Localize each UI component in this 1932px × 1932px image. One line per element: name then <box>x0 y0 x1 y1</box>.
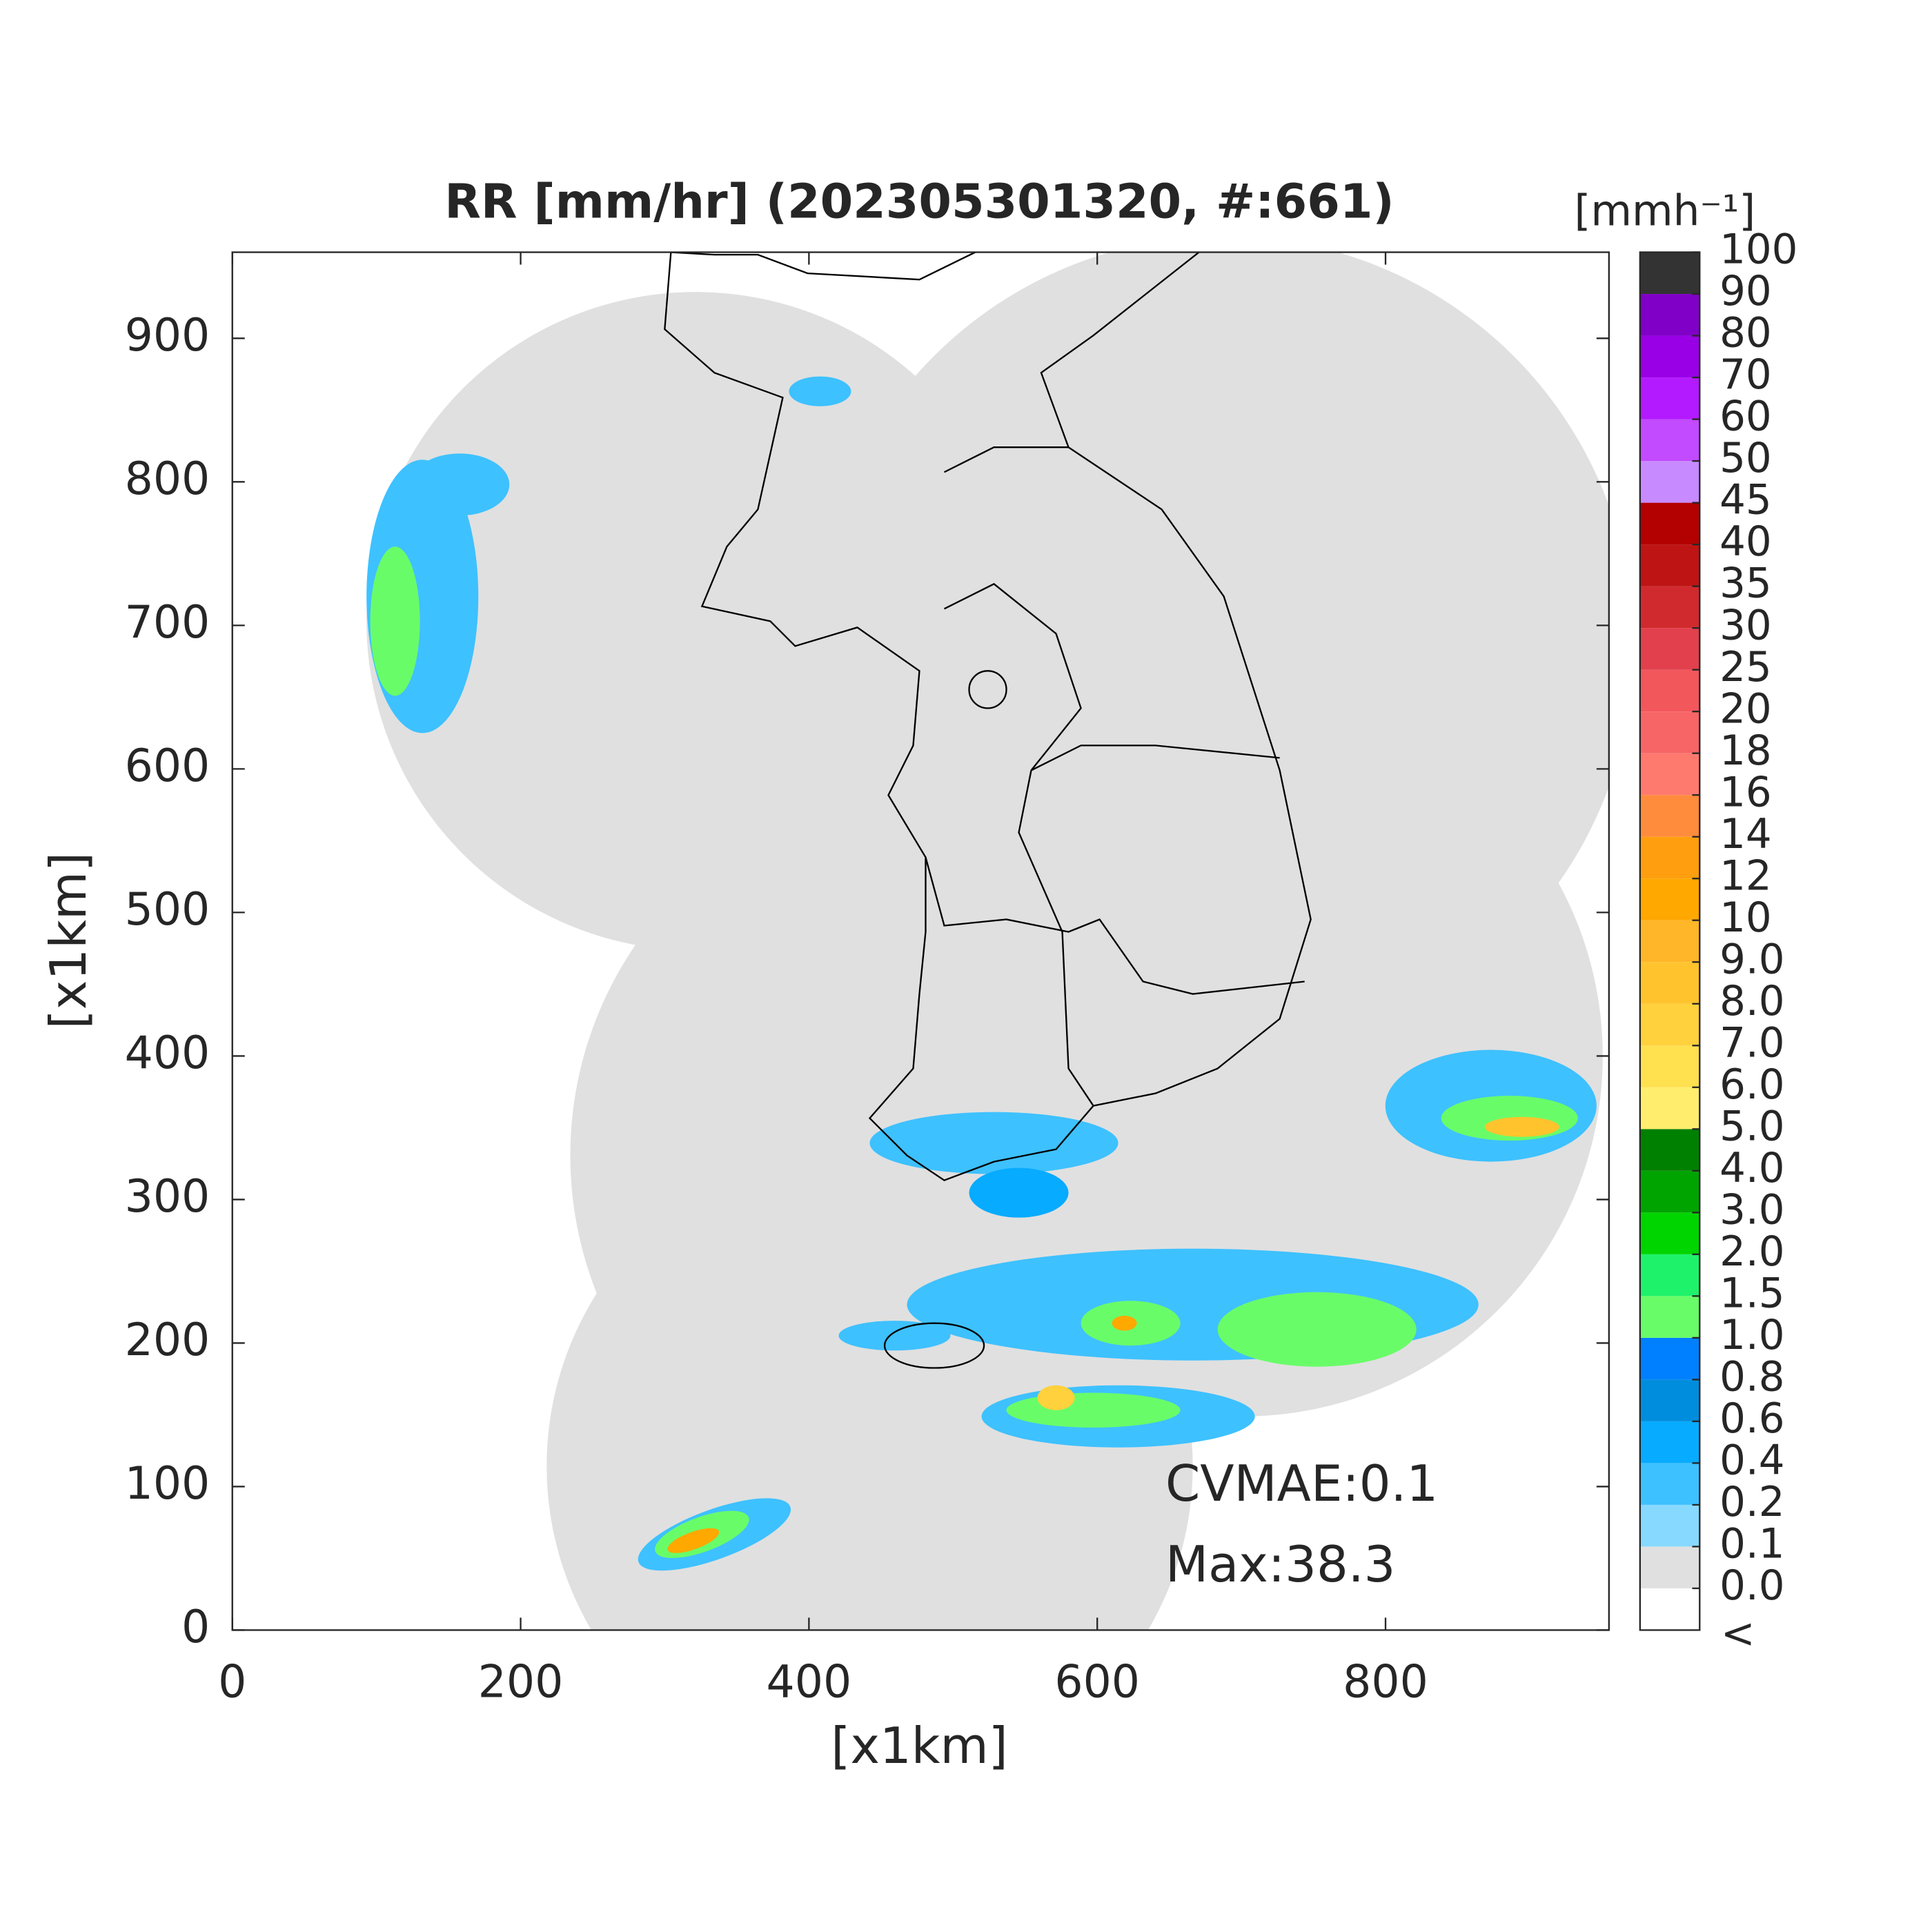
annotation: Max:38.3 <box>1165 1535 1396 1593</box>
colorbar-box <box>1639 920 1700 963</box>
colorbar-label: 6.0 <box>1719 1061 1784 1109</box>
colorbar-box <box>1639 252 1700 295</box>
colorbar-label: 30 <box>1719 602 1772 649</box>
colorbar-box <box>1639 335 1700 378</box>
x-tick-label: 800 <box>1343 1656 1428 1708</box>
colorbar-box <box>1639 1170 1700 1213</box>
colorbar-label: 0.0 <box>1719 1562 1784 1610</box>
colorbar-title: [mmh⁻¹] <box>1575 186 1756 235</box>
colorbar-label: 0.2 <box>1719 1479 1784 1526</box>
x-tick-label: 400 <box>767 1656 852 1708</box>
colorbar-label: 12 <box>1719 852 1772 900</box>
colorbar-label: 14 <box>1719 811 1772 858</box>
plot-frame <box>231 251 1610 1631</box>
colorbar-label: 1.5 <box>1719 1270 1784 1317</box>
colorbar-box <box>1639 1546 1700 1588</box>
colorbar-label: 25 <box>1719 644 1772 691</box>
y-tick-label: 900 <box>125 310 210 362</box>
x-tick-label: 600 <box>1054 1656 1140 1708</box>
colorbar-box <box>1639 1463 1700 1505</box>
colorbar-box <box>1639 294 1700 336</box>
colorbar-label: 18 <box>1719 727 1772 775</box>
y-tick-label: 600 <box>125 740 210 792</box>
radar-coverage <box>366 252 1609 1630</box>
colorbar-label: 9.0 <box>1719 936 1784 983</box>
colorbar-label: 20 <box>1719 685 1772 733</box>
colorbar-label: 16 <box>1719 769 1772 816</box>
colorbar-box <box>1639 419 1700 462</box>
colorbar-label: 2.0 <box>1719 1228 1784 1276</box>
colorbar-label: 80 <box>1719 310 1772 357</box>
colorbar-box <box>1639 795 1700 837</box>
y-axis-label: [x1km] <box>39 852 97 1029</box>
colorbar-box <box>1639 669 1700 712</box>
colorbar-box <box>1639 1504 1700 1547</box>
colorbar-label: 70 <box>1719 351 1772 399</box>
colorbar-box <box>1639 1212 1700 1254</box>
colorbar-label: 10 <box>1719 894 1772 942</box>
y-tick-label: 200 <box>125 1314 210 1366</box>
colorbar-box <box>1639 1421 1700 1463</box>
colorbar-box <box>1639 1087 1700 1130</box>
colorbar-label: 7.0 <box>1719 1019 1784 1067</box>
colorbar-box <box>1639 962 1700 1004</box>
colorbar-box <box>1639 1588 1700 1630</box>
colorbar-label: 90 <box>1719 268 1772 315</box>
y-tick-label: 300 <box>125 1171 210 1223</box>
colorbar-label: 0.4 <box>1719 1437 1784 1485</box>
x-axis-label: [x1km] <box>831 1717 1007 1775</box>
colorbar-label: 0.6 <box>1719 1395 1784 1443</box>
colorbar-label: 8.0 <box>1719 978 1784 1025</box>
colorbar-box <box>1639 836 1700 879</box>
rain-echoes <box>366 376 1597 1571</box>
colorbar-label: 4.0 <box>1719 1145 1784 1192</box>
colorbar-box <box>1639 628 1700 670</box>
colorbar-box <box>1639 377 1700 420</box>
colorbar-box <box>1639 753 1700 796</box>
colorbar-label: 35 <box>1719 560 1772 608</box>
radar-map <box>366 252 1609 1630</box>
colorbar-box <box>1639 586 1700 629</box>
colorbar-label: 40 <box>1719 518 1772 566</box>
colorbar-label: 45 <box>1719 477 1772 524</box>
colorbar-label: 50 <box>1719 435 1772 482</box>
y-tick-label: 800 <box>125 453 210 505</box>
colorbar-box <box>1639 1003 1700 1046</box>
colorbar-box <box>1639 1129 1700 1171</box>
colorbar-box <box>1639 544 1700 586</box>
colorbar-box <box>1639 1045 1700 1087</box>
colorbar-label: 100 <box>1719 226 1797 274</box>
y-tick-label: 500 <box>125 884 210 936</box>
colorbar-label: 60 <box>1719 393 1772 441</box>
colorbar-label: 5.0 <box>1719 1103 1784 1150</box>
colorbar-label: < <box>1721 1610 1755 1658</box>
y-tick-label: 400 <box>125 1027 210 1079</box>
y-tick-label: 100 <box>125 1458 210 1510</box>
x-tick-label: 0 <box>218 1656 246 1708</box>
colorbar-box <box>1639 1254 1700 1297</box>
colorbar-box <box>1639 1379 1700 1421</box>
x-tick-label: 200 <box>478 1656 564 1708</box>
colorbar-box <box>1639 711 1700 753</box>
colorbar-box <box>1639 502 1700 545</box>
colorbar-label: 0.1 <box>1719 1521 1784 1568</box>
colorbar-box <box>1639 1337 1700 1380</box>
colorbar-box <box>1639 461 1700 503</box>
y-tick-label: 700 <box>125 597 210 649</box>
colorbar-box <box>1639 1296 1700 1338</box>
chart-title: RR [mm/hr] (202305301320, #:661) <box>444 175 1394 230</box>
colorbar-label: 0.8 <box>1719 1353 1784 1401</box>
annotation: CVMAE:0.1 <box>1165 1455 1438 1512</box>
y-tick-label: 0 <box>181 1601 210 1653</box>
colorbar-label: 1.0 <box>1719 1312 1784 1359</box>
coastline <box>664 252 1312 1369</box>
colorbar-label: 3.0 <box>1719 1186 1784 1234</box>
colorbar-box <box>1639 878 1700 920</box>
colorbar-frame <box>1639 251 1701 1631</box>
